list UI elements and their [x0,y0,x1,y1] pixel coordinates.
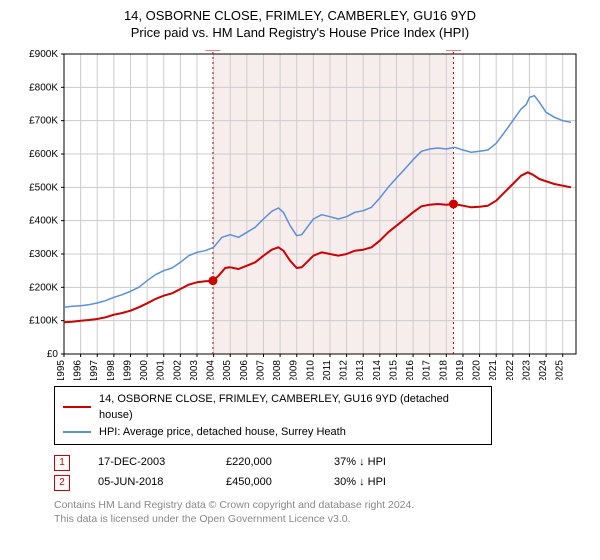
shaded-band [213,54,454,354]
sale-marker-box: 2 [54,475,70,491]
x-tick-label: 2015 [388,359,399,379]
x-tick-label: 2010 [305,359,316,379]
sale-diff: 37% ↓ HPI [334,453,414,473]
footer-line-2: This data is licensed under the Open Gov… [54,513,582,527]
x-tick-label: 2023 [521,359,532,379]
legend-item: HPI: Average price, detached house, Surr… [63,424,483,441]
x-tick-label: 1996 [73,359,84,379]
x-tick-label: 2005 [222,359,233,379]
x-tick-label: 2003 [189,359,200,379]
x-tick-label: 2008 [272,359,283,379]
x-tick-label: 2025 [555,359,566,379]
chart-title: 14, OSBORNE CLOSE, FRIMLEY, CAMBERLEY, G… [0,0,600,42]
footer-line-1: Contains HM Land Registry data © Crown c… [54,499,582,513]
x-tick-label: 1999 [122,359,133,379]
y-tick-label: £900K [29,50,58,60]
footer-attribution: Contains HM Land Registry data © Crown c… [54,499,582,526]
x-tick-label: 2006 [239,359,250,379]
x-tick-label: 2009 [289,359,300,379]
sale-point [449,199,458,208]
y-tick-label: £500K [29,182,58,193]
sale-row: 1 17-DEC-2003 £220,000 37% ↓ HPI [54,453,582,473]
y-tick-label: £300K [29,249,58,260]
sale-date: 05-JUN-2018 [98,473,198,493]
legend-label: 14, OSBORNE CLOSE, FRIMLEY, CAMBERLEY, G… [99,391,483,424]
sale-price: £450,000 [226,473,306,493]
line-chart-svg: £0 £100K £200K £300K £400K £500K £600K £700K £80… [18,50,582,380]
legend-item: 14, OSBORNE CLOSE, FRIMLEY, CAMBERLEY, G… [63,391,483,424]
legend-swatch [63,431,91,433]
x-tick-label: 2020 [472,359,483,379]
legend-box: 14, OSBORNE CLOSE, FRIMLEY, CAMBERLEY, G… [54,386,492,446]
title-line-2: Price paid vs. HM Land Registry's House … [0,25,600,42]
x-tick-label: 2017 [422,359,433,379]
y-tick-label: £0 [47,349,59,360]
x-tick-label: 1998 [106,359,117,379]
x-tick-label: 2004 [206,359,217,379]
sale-diff: 30% ↓ HPI [334,473,414,493]
y-tick-label: £400K [29,215,58,226]
title-line-1: 14, OSBORNE CLOSE, FRIMLEY, CAMBERLEY, G… [0,8,600,25]
x-tick-label: 2002 [172,359,183,379]
x-tick-label: 1997 [89,359,100,379]
y-tick-label: £700K [29,115,58,126]
y-tick-label: £100K [29,315,58,326]
sale-date: 17-DEC-2003 [98,453,198,473]
legend-swatch [63,406,91,408]
legend-label: HPI: Average price, detached house, Surr… [99,424,346,441]
x-tick-label: 2007 [255,359,266,379]
x-tick-label: 2016 [405,359,416,379]
y-tick-label: £600K [29,149,58,160]
x-tick-label: 2012 [339,359,350,379]
x-tick-label: 2014 [372,359,383,379]
chart-area: £0 £100K £200K £300K £400K £500K £600K £700K £80… [18,50,582,380]
x-tick-label: 2001 [156,359,167,379]
x-tick-label: 1995 [56,359,67,379]
x-tick-label: 2022 [505,359,516,379]
x-tick-label: 2013 [355,359,366,379]
x-tick-label: 2018 [438,359,449,379]
x-tick-label: 2024 [538,359,549,379]
sale-point [208,276,217,285]
sale-row: 2 05-JUN-2018 £450,000 30% ↓ HPI [54,473,582,493]
x-tick-label: 2000 [139,359,150,379]
sales-table: 1 17-DEC-2003 £220,000 37% ↓ HPI 2 05-JUN-201… [54,453,582,493]
sale-price: £220,000 [226,453,306,473]
y-tick-label: £800K [29,82,58,93]
sale-marker-box: 1 [54,455,70,471]
x-tick-label: 2021 [488,359,499,379]
y-tick-label: £200K [29,282,58,293]
x-tick-label: 2011 [322,359,333,379]
x-tick-label: 2019 [455,359,466,379]
